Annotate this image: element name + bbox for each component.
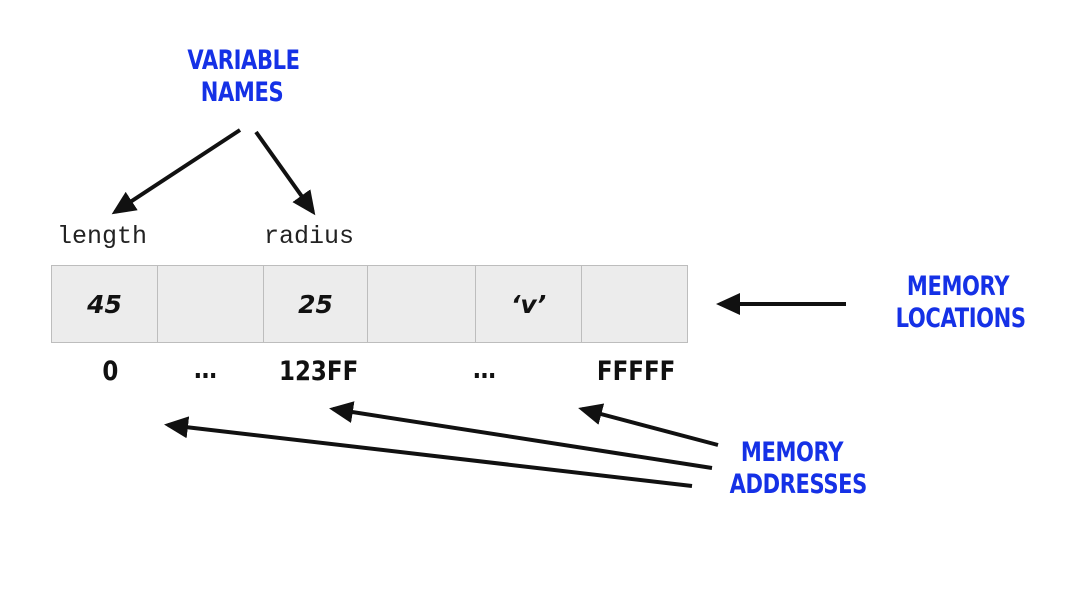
address-ellipsis-1: … [194, 354, 217, 385]
variable-length: length [57, 222, 148, 251]
memory-cell [158, 266, 264, 342]
memory-locations-line2: LOCATIONS [895, 303, 1026, 334]
variable-names-line2: NAMES [200, 77, 284, 108]
memory-cell: ‘v’ [476, 266, 582, 342]
memory-addresses-label: MEMORY ADDRESSES [729, 437, 868, 501]
arrow-to-address-fffff [578, 403, 719, 447]
memory-cell: 45 [52, 266, 158, 342]
memory-cell [368, 266, 476, 342]
variable-names-label: VARIABLE NAMES [187, 45, 300, 109]
address-0: 0 [102, 356, 119, 387]
arrow-to-address-123ff [329, 401, 713, 470]
memory-addresses-line2: ADDRESSES [729, 469, 868, 500]
address-fffff: FFFFF [596, 356, 676, 387]
memory-locations-label: MEMORY LOCATIONS [895, 271, 1026, 335]
address-123ff: 123FF [278, 356, 359, 387]
variable-names-line1: VARIABLE [187, 45, 300, 76]
address-ellipsis-2: … [473, 354, 496, 385]
arrow-to-radius [254, 130, 316, 216]
variable-radius: radius [264, 222, 355, 251]
arrow-to-address-0 [164, 416, 693, 488]
memory-cell [582, 266, 687, 342]
memory-locations-line1: MEMORY [906, 271, 1010, 302]
memory-row: 45 25 ‘v’ [51, 265, 688, 343]
memory-addresses-line1: MEMORY [740, 437, 844, 468]
arrow-to-length [111, 128, 242, 215]
memory-cell: 25 [264, 266, 368, 342]
